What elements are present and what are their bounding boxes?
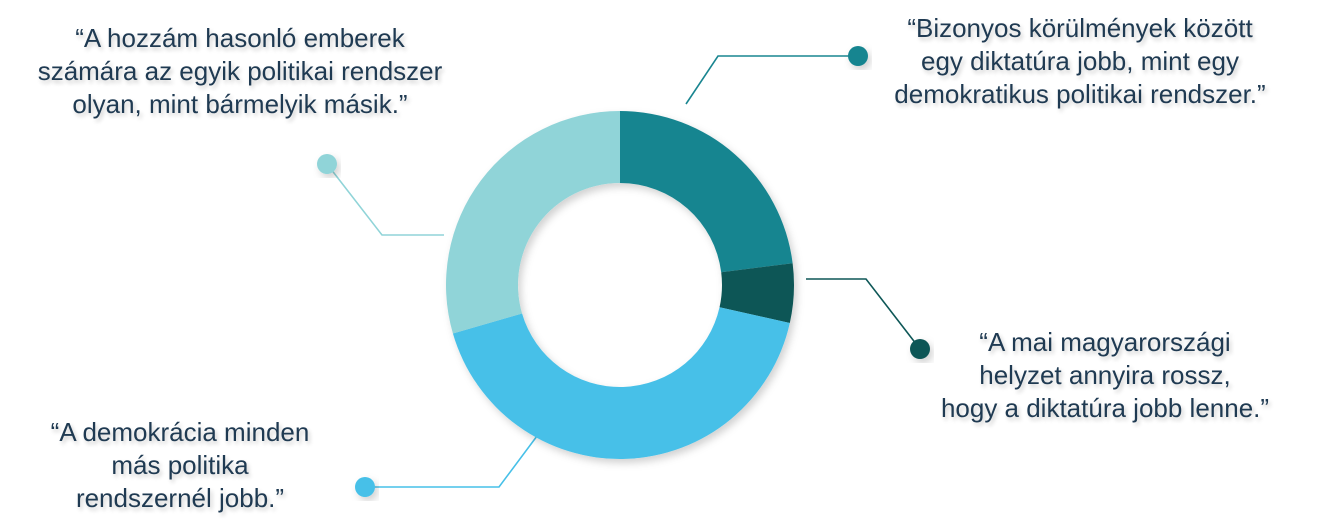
leader-hungary-situation-bad-dot (910, 339, 930, 359)
leader-dictatorship-sometimes-better-dot (848, 46, 868, 66)
leader-democracy-better-line (365, 431, 541, 488)
slice-label-democracy-better: “A demokrácia minden más politika rendsz… (10, 416, 350, 515)
slice-label-dictatorship-sometimes-better: “Bizonyos körülmények között egy diktatú… (855, 12, 1305, 111)
label-line: rendszernél jobb.” (75, 483, 285, 513)
leader-democracy-better-dot (355, 477, 375, 497)
label-line: egy diktatúra jobb, mint egy (921, 46, 1239, 76)
label-line: “Bizonyos körülmények között (907, 13, 1253, 43)
slice-hungary-situation-bad (719, 263, 794, 323)
label-line: hogy a diktatúra jobb lenne.” (940, 393, 1270, 423)
label-line: számára az egyik politikai rendszer (37, 56, 443, 86)
leader-dictatorship-sometimes-better-line (685, 55, 858, 105)
label-line: “A demokrácia minden (50, 417, 310, 447)
label-line: “A mai magyarországi (979, 327, 1231, 357)
label-line: más politika (111, 450, 249, 480)
label-line: “A hozzám hasonló emberek (75, 23, 405, 53)
slice-label-hungary-situation-bad: “A mai magyarországi helyzet annyira ros… (900, 326, 1310, 425)
leader-any-system-same-dot (317, 154, 337, 174)
label-line: demokratikus politikai rendszer.” (894, 79, 1266, 109)
slice-dictatorship-sometimes-better (620, 111, 793, 273)
slice-democracy-better (452, 307, 790, 459)
label-line: olyan, mint bármelyik másik.” (72, 89, 408, 119)
leader-any-system-same-line (326, 163, 444, 236)
slice-label-any-system-same: “A hozzám hasonló emberek számára az egy… (0, 22, 480, 121)
label-line: helyzet annyira rossz, (979, 360, 1231, 390)
slice-any-system-same (446, 111, 620, 334)
leader-hungary-situation-bad-line (806, 278, 921, 350)
